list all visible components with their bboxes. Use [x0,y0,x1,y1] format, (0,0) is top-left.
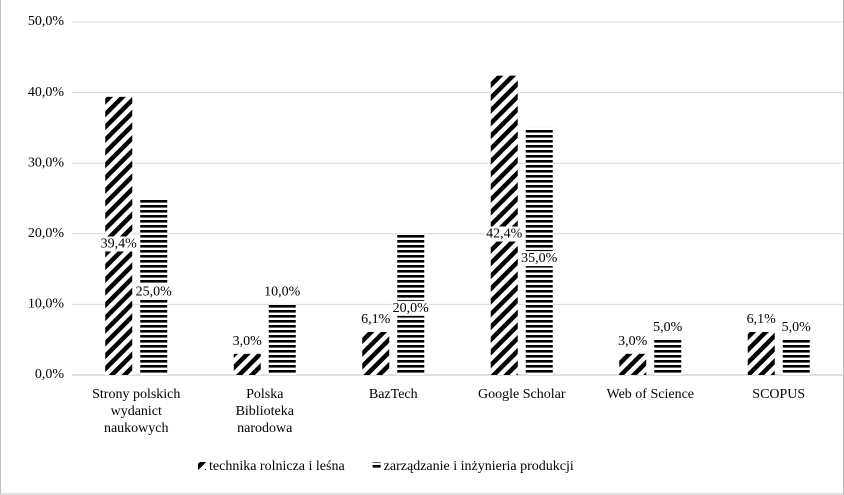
data-label: 35,0% [521,251,558,266]
data-label-bg [99,236,139,252]
data-label: 5,0% [653,320,683,335]
y-tick-label: 50,0% [28,14,65,29]
data-label-bg [652,319,684,335]
data-label: 6,1% [361,312,391,327]
bar [654,339,682,375]
y-tick-label: 30,0% [28,155,65,170]
bar [490,75,518,375]
bar [782,339,810,375]
bar [747,331,775,375]
data-label-bg [617,334,649,350]
data-label-bg [391,300,431,316]
x-tick-label: Google Scholar [478,387,566,402]
data-label: 3,0% [618,334,648,349]
data-label-bg [134,284,174,300]
data-label-bg [485,226,524,242]
data-label: 39,4% [101,236,138,251]
y-tick-label: 0,0% [35,367,65,382]
data-label: 3,0% [233,334,263,349]
legend: technika rolnicza i leśna zarządzanie i i… [198,459,574,474]
data-label: 10,0% [264,285,301,300]
x-tick-label: Polska Biblioteka narodowa [236,387,295,436]
data-label-bg [520,251,559,267]
x-tick-label: Strony polskich wydanict naukowych [92,387,180,436]
legend-swatch [198,462,206,470]
data-label-bg [780,319,813,335]
legend-label: zarządzanie i inżynieria produkcji [384,459,574,474]
data-label: 25,0% [136,284,173,299]
data-label: 42,4% [486,227,523,242]
y-tick-label: 40,0% [28,85,65,100]
data-label: 6,1% [747,312,777,327]
y-tick-label: 20,0% [28,226,65,241]
x-tick-label: BazTech [369,387,418,402]
x-tick-label: Web of Science [607,387,695,402]
y-tick-label: 10,0% [28,297,65,312]
data-label-bg [745,312,778,328]
data-label-bg [360,312,392,328]
bar [105,96,133,375]
x-tick-label: SCOPUS [752,387,805,402]
data-label: 5,0% [782,320,812,335]
bar [233,353,261,375]
bar [268,304,296,375]
data-label: 20,0% [393,301,430,316]
legend-label: technika rolnicza i leśna [209,459,345,474]
bar [362,331,390,375]
data-label-bg [263,284,302,300]
legend-swatch [372,462,381,470]
bar [619,353,647,375]
data-label-bg [231,334,264,350]
